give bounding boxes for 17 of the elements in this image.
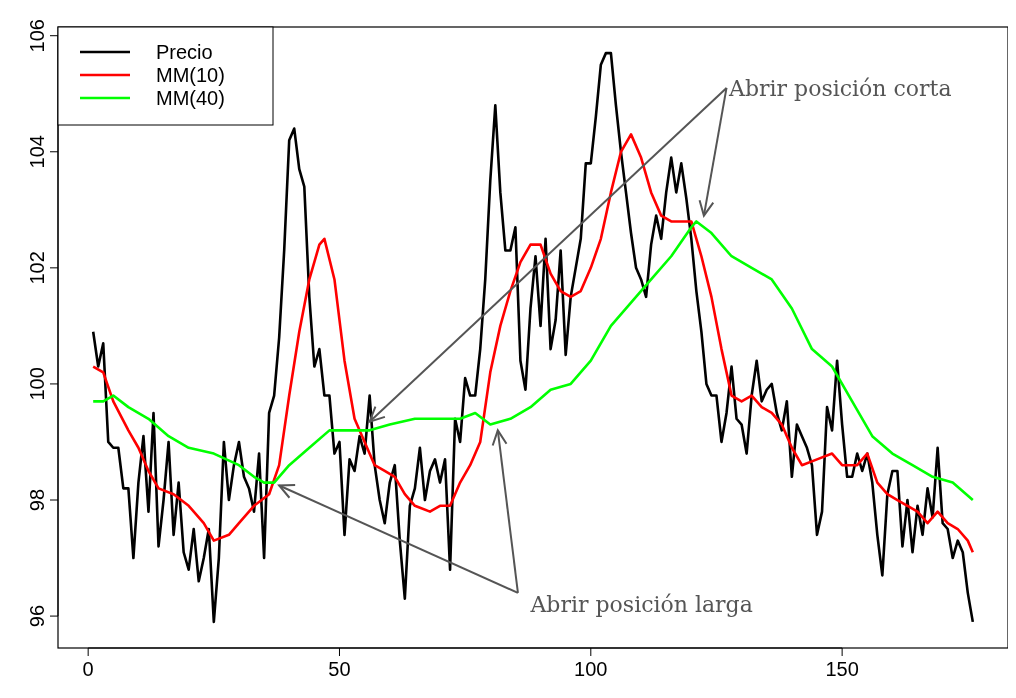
y-tick-label: 96 xyxy=(26,604,48,628)
x-tick-label: 150 xyxy=(825,658,859,680)
legend-label: Precio xyxy=(156,41,213,63)
line-series xyxy=(91,133,975,554)
x-tick-label: 50 xyxy=(328,658,351,680)
legend-label: MM(10) xyxy=(156,64,225,86)
x-tick-label: 0 xyxy=(82,658,94,680)
line-series xyxy=(91,220,975,502)
x-tick-label: 100 xyxy=(574,658,608,680)
y-tick-label: 100 xyxy=(26,367,48,401)
legend-label: MM(40) xyxy=(156,87,225,109)
y-tick-label: 104 xyxy=(26,135,48,169)
y-tick-label: 106 xyxy=(26,19,48,53)
y-tick-label: 98 xyxy=(26,488,48,512)
y-tick-label: 102 xyxy=(26,251,48,285)
annotation: Abrir posición larga xyxy=(529,592,753,618)
annotation: Abrir posición corta xyxy=(728,75,952,101)
